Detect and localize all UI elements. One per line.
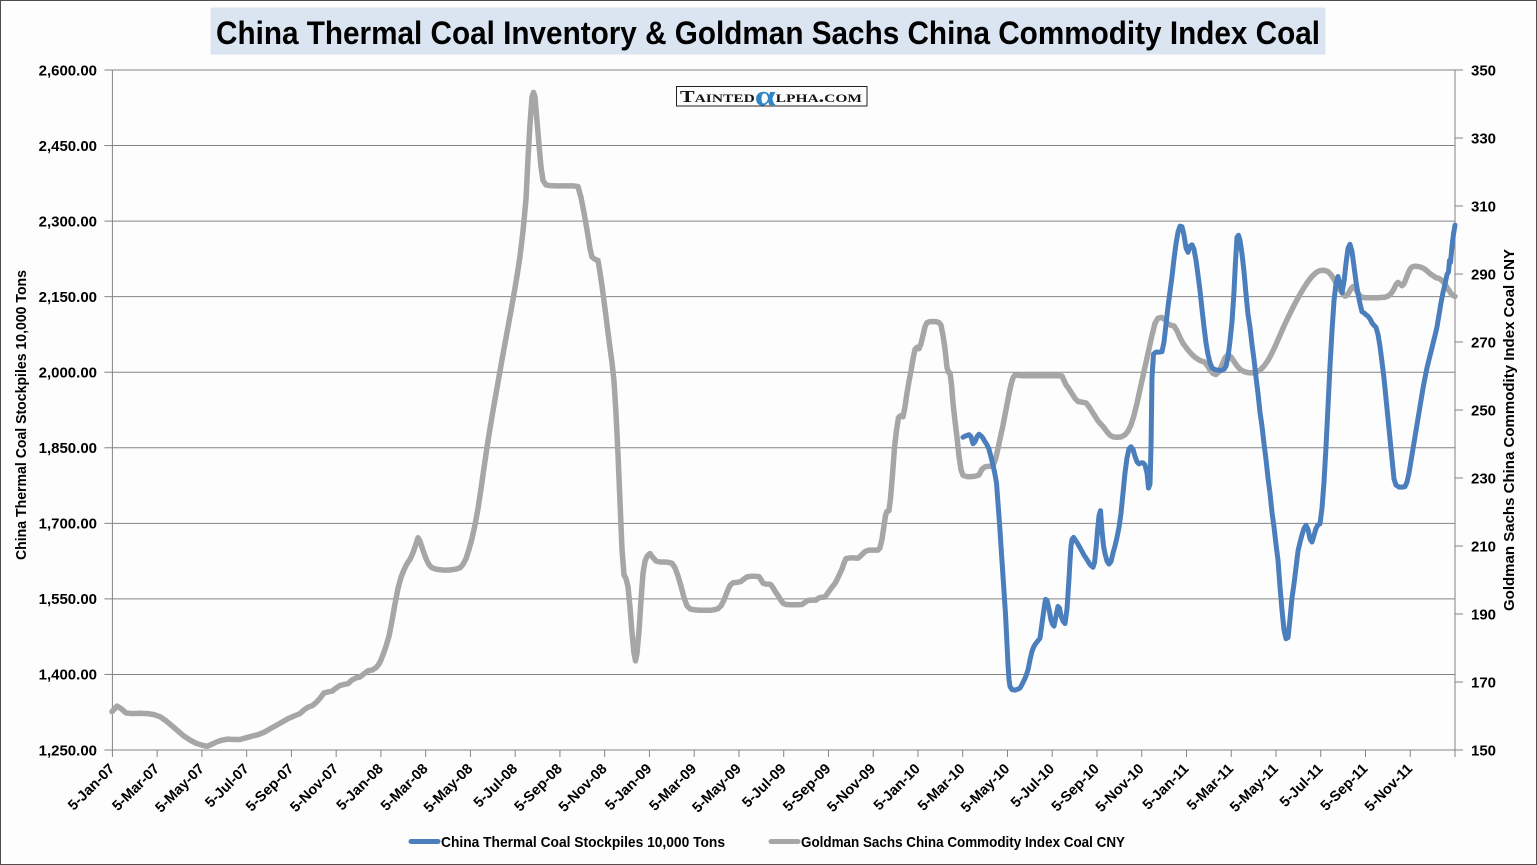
svg-text:5-Nov-11: 5-Nov-11: [1362, 761, 1416, 815]
svg-text:5-Nov-09: 5-Nov-09: [824, 761, 879, 816]
svg-text:330: 330: [1471, 130, 1496, 147]
svg-text:190: 190: [1471, 606, 1496, 623]
svg-text:Goldman Sachs China Commodity: Goldman Sachs China Commodity Index Coal…: [801, 834, 1125, 851]
svg-text:210: 210: [1471, 538, 1496, 555]
svg-text:5-Jan-08: 5-Jan-08: [334, 761, 387, 814]
svg-text:2,600.00: 2,600.00: [39, 62, 97, 79]
svg-text:2,000.00: 2,000.00: [39, 365, 97, 382]
svg-text:5-May-09: 5-May-09: [690, 761, 745, 816]
svg-text:China Thermal Coal Inventory &: China Thermal Coal Inventory & Goldman S…: [216, 15, 1320, 51]
svg-text:250: 250: [1471, 402, 1496, 419]
svg-text:5-May-10: 5-May-10: [958, 761, 1013, 816]
svg-text:China Thermal Coal Stockpiles: China Thermal Coal Stockpiles 10,000 Ton…: [441, 834, 725, 851]
svg-text:Goldman Sachs China Commodity: Goldman Sachs China Commodity Index Coal…: [1501, 249, 1518, 611]
svg-text:5-Jan-11: 5-Jan-11: [1140, 761, 1192, 813]
svg-text:5-Nov-07: 5-Nov-07: [287, 761, 342, 816]
svg-text:5-Jan-07: 5-Jan-07: [65, 761, 118, 814]
svg-text:2,300.00: 2,300.00: [39, 213, 97, 230]
svg-text:5-Jan-10: 5-Jan-10: [871, 761, 924, 814]
svg-text:270: 270: [1471, 334, 1496, 351]
svg-text:5-May-07: 5-May-07: [153, 761, 208, 816]
svg-text:China Thermal Coal Stockpiles: China Thermal Coal Stockpiles 10,000 Ton…: [13, 270, 30, 560]
svg-text:5-Sep-11: 5-Sep-11: [1318, 761, 1371, 814]
svg-text:230: 230: [1471, 470, 1496, 487]
svg-text:5-Nov-10: 5-Nov-10: [1093, 761, 1148, 816]
svg-text:1,700.00: 1,700.00: [39, 516, 97, 533]
svg-text:350: 350: [1471, 62, 1496, 79]
svg-text:290: 290: [1471, 266, 1496, 283]
svg-text:2,150.00: 2,150.00: [39, 289, 97, 306]
svg-text:5-Jan-09: 5-Jan-09: [602, 761, 655, 814]
svg-text:5-May-08: 5-May-08: [421, 761, 476, 816]
svg-text:1,400.00: 1,400.00: [39, 667, 97, 684]
svg-text:150: 150: [1471, 742, 1496, 759]
svg-text:5-Nov-08: 5-Nov-08: [556, 761, 611, 816]
svg-text:1,250.00: 1,250.00: [39, 742, 97, 759]
svg-text:2,450.00: 2,450.00: [39, 138, 97, 155]
svg-text:5-May-11: 5-May-11: [1227, 761, 1282, 816]
svg-text:1,850.00: 1,850.00: [39, 440, 97, 457]
svg-text:170: 170: [1471, 674, 1496, 691]
svg-text:1,550.00: 1,550.00: [39, 591, 97, 608]
svg-text:310: 310: [1471, 198, 1496, 215]
